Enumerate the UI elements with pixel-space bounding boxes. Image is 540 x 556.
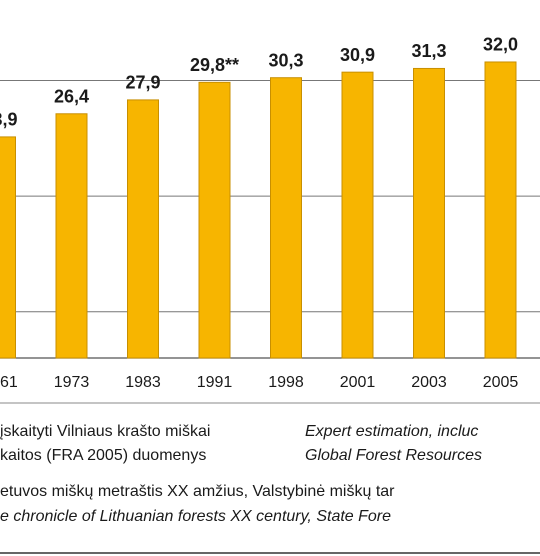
note: Global Forest Resources (305, 447, 482, 464)
value-label: 30,3 (268, 50, 303, 70)
note: Expert estimation, incluc (305, 423, 478, 440)
bar (341, 71, 374, 359)
bar (0, 136, 16, 359)
value-label: 31,3 (411, 41, 446, 61)
bar (198, 81, 231, 359)
bar (55, 113, 88, 359)
value-label: 26,4 (54, 87, 89, 107)
note: kaitos (FRA 2005) duomenys (0, 447, 206, 464)
x-tick-label: 1998 (268, 374, 304, 391)
bar (127, 99, 159, 359)
note: etuvos miškų metraštis XX amžius, Valsty… (0, 483, 395, 500)
x-tick-label: 2003 (411, 374, 447, 391)
x-tick-label: 1991 (197, 374, 233, 391)
bar (270, 77, 302, 359)
value-label: 27,9 (125, 73, 160, 93)
x-tick-label: 2005 (483, 374, 519, 391)
bar (413, 67, 445, 359)
x-tick-label: 1961 (0, 374, 18, 391)
value-label: 23,9 (0, 110, 18, 130)
note: įskaityti Vilniaus krašto miškai (0, 423, 210, 440)
value-label: 32,0 (483, 35, 518, 55)
x-tick-label: 1973 (54, 374, 90, 391)
value-label: 30,9 (340, 45, 375, 65)
note: e chronicle of Lithuanian forests XX cen… (0, 508, 391, 525)
x-tick-label: 2001 (340, 374, 376, 391)
x-tick-label: 1983 (125, 374, 161, 391)
bar (484, 61, 517, 359)
value-label: 29,8** (190, 55, 239, 75)
